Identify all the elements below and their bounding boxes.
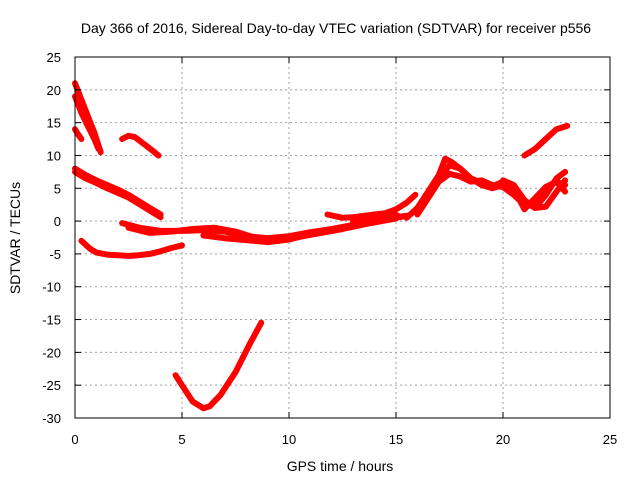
series-layer (72, 80, 571, 412)
series-line-8 (172, 319, 265, 412)
series-line-6 (72, 168, 164, 221)
y-tick-label: -5 (49, 247, 61, 262)
y-tick-label: -20 (42, 345, 61, 360)
y-tick-label: 20 (47, 83, 61, 98)
series-line-12 (324, 191, 419, 221)
y-tick-label: 5 (54, 181, 61, 196)
chart-title: Day 366 of 2016, Sidereal Day-to-day VTE… (81, 20, 591, 36)
series-line-3 (72, 126, 85, 142)
x-tick-label: 15 (389, 432, 403, 447)
series-line-13 (350, 209, 404, 225)
y-tick-label: 25 (47, 50, 61, 65)
y-axis-label: SDTVAR / TECUs (7, 182, 23, 294)
series-line-2 (72, 93, 102, 152)
y-tick-label: 15 (47, 116, 61, 131)
series-line-7 (78, 237, 185, 259)
x-tick-label: 0 (71, 432, 78, 447)
y-tick-label: 0 (54, 214, 61, 229)
grid (75, 57, 610, 418)
x-axis-label: GPS time / hours (287, 458, 394, 474)
series-line-11 (200, 215, 399, 246)
y-tick-label: 10 (47, 148, 61, 163)
plot-frame (74, 56, 611, 419)
y-tick-label: -25 (42, 378, 61, 393)
x-tick-label: 20 (496, 432, 510, 447)
series-line-18 (521, 122, 571, 159)
series-line-4 (119, 132, 162, 159)
x-tick-label: 25 (603, 432, 617, 447)
y-tick-label: -10 (42, 280, 61, 295)
x-tick-label: 10 (282, 432, 296, 447)
y-tick-label: -15 (42, 313, 61, 328)
ticks: 0 5 10 15 20 25 25 20 15 10 5 0 -5 -10 -15 -20 -25 -30 (42, 50, 617, 447)
x-tick-label: 5 (178, 432, 185, 447)
y-tick-label: -30 (42, 411, 61, 426)
series-line-17 (500, 177, 569, 211)
